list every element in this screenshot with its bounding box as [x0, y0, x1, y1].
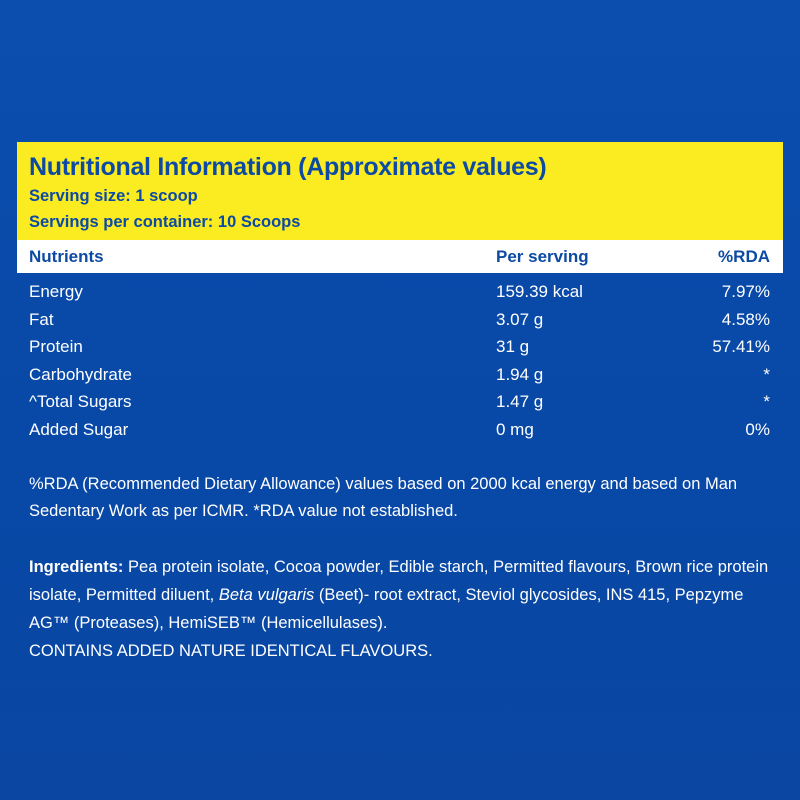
per-serving-value: 1.94 g: [496, 364, 544, 384]
nutrient-name: Fat: [29, 309, 54, 329]
contains-statement: CONTAINS ADDED NATURE IDENTICAL FLAVOURS…: [29, 642, 433, 660]
rda-value: 0%: [745, 419, 770, 439]
table-row: Fat 3.07 g 4.58%: [17, 306, 783, 334]
column-rda: %RDA: [718, 247, 770, 266]
table-row: Protein 31 g 57.41%: [17, 333, 783, 361]
table-row: Added Sugar 0 mg 0%: [17, 416, 783, 444]
ingredients-italic: Beta vulgaris: [218, 586, 315, 604]
ingredients-text-before: Pea protein isolate, Cocoa powder, Edibl…: [29, 558, 769, 604]
rda-note: %RDA (Recommended Dietary Allowance) val…: [29, 475, 738, 520]
table-row: Carbohydrate 1.94 g *: [17, 361, 783, 389]
nutrition-table: Energy 159.39 kcal 7.97% Fat 3.07 g 4.58…: [17, 278, 783, 443]
column-nutrients: Nutrients: [29, 247, 104, 266]
servings-per-container: Servings per container: 10 Scoops: [29, 213, 301, 231]
rda-value: 7.97%: [721, 282, 770, 301]
nutrition-title: Nutritional Information (Approximate val…: [29, 153, 547, 181]
per-serving-value: 0 mg: [496, 419, 534, 439]
column-per-serving: Per serving: [496, 247, 589, 266]
nutrient-name: Protein: [29, 337, 83, 356]
serving-size: Serving size: 1 scoop: [29, 187, 198, 205]
nutrient-name: Carbohydrate: [29, 364, 133, 384]
table-row: Energy 159.39 kcal 7.97%: [17, 278, 783, 306]
nutrient-name: ^Total Sugars: [29, 392, 132, 411]
per-serving-value: 159.39 kcal: [496, 282, 583, 301]
per-serving-value: 1.47 g: [496, 392, 544, 411]
ingredients-text-after: (Beet)- root extract, Steviol glycosides…: [29, 586, 744, 632]
nutrition-header: Nutritional Information (Approximate val…: [17, 142, 783, 240]
table-header: Nutrients Per serving %RDA: [17, 240, 783, 273]
nutrient-name: Added Sugar: [29, 419, 129, 439]
rda-value: 4.58%: [721, 309, 770, 329]
table-row: ^Total Sugars 1.47 g *: [17, 388, 783, 416]
rda-value: *: [763, 364, 770, 384]
ingredients-label: Ingredients:: [29, 558, 124, 576]
rda-value: 57.41%: [712, 337, 770, 356]
rda-value: *: [763, 392, 770, 411]
per-serving-value: 31 g: [496, 337, 530, 356]
ingredients-block: Ingredients: Pea protein isolate, Cocoa …: [29, 553, 774, 665]
nutrient-name: Energy: [29, 282, 83, 301]
per-serving-value: 3.07 g: [496, 309, 544, 329]
